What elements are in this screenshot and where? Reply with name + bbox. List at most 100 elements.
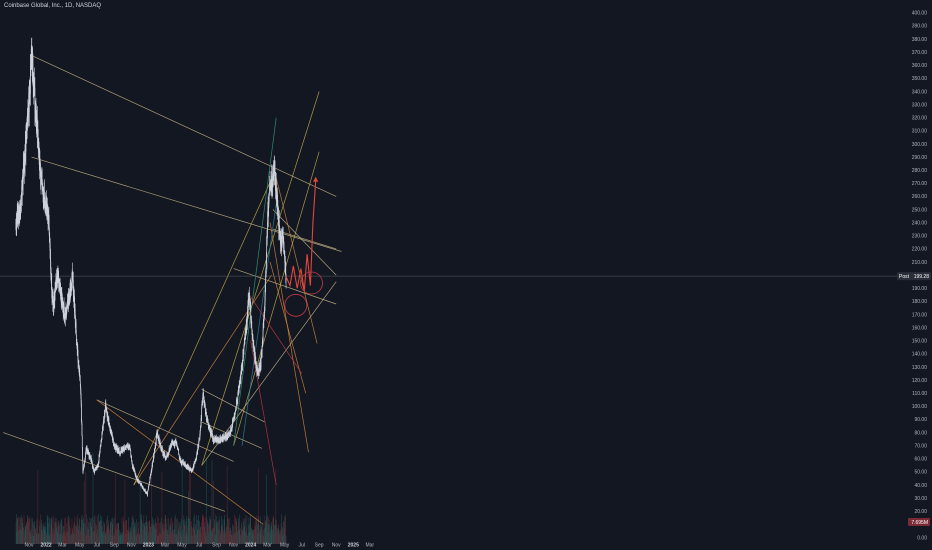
candle-body [193,462,195,467]
candle-body [208,426,210,430]
price-tick-label: 100.00 [912,404,928,410]
candle-body [212,434,213,440]
candle-body [48,220,50,234]
candle-body [32,57,34,83]
price-tick-label: 290.00 [912,155,928,161]
time-tick-label: Nov [25,543,34,549]
candle-body [244,336,246,344]
time-tick-label: Mar [161,543,170,549]
candle-body [195,459,197,460]
candle-body [90,457,92,462]
candle-body [180,459,182,462]
price-tick-label: 0.00 [917,535,927,541]
candle-body [104,413,105,419]
price-tick-label: 70.00 [914,444,927,450]
trendline [201,388,265,423]
annotation-circle [284,293,308,317]
price-tick-label: 140.00 [912,352,928,358]
candle-body [274,161,275,177]
candle-body [236,400,237,406]
last-price-label: Post [899,274,910,280]
candle-body [79,380,81,387]
trendline [269,261,307,394]
candle-body [104,410,106,414]
candle-body [195,459,197,462]
candle-body [251,328,253,331]
candle-body [201,407,203,418]
candle-body [239,383,241,388]
candle-body [266,236,268,260]
candle-body [241,363,243,372]
candle-body [262,329,264,341]
time-tick-label: May [177,543,187,549]
trendline [269,222,309,453]
candle-body [155,436,157,443]
candle-body [143,488,145,490]
time-tick-label: Sep [212,543,221,549]
candle-body [206,411,207,420]
candle-body [113,439,114,445]
price-tick-label: 160.00 [912,325,928,331]
price-tick-label: 260.00 [912,194,928,200]
candle-body [56,280,58,287]
candle-body [210,429,212,435]
time-tick-label: Jul [196,543,202,549]
trendline [273,170,318,344]
candle-body [159,441,161,443]
time-axis[interactable]: Nov 2022 Mar May Jul Sep Nov 2023 Mar May Jul Sep No… [25,543,375,549]
candle-body [82,459,84,473]
candle-body [80,390,82,395]
last-price-badge [897,272,931,281]
candle-body [98,461,99,465]
price-tick-label: 340.00 [912,89,928,95]
candle-body [134,473,136,475]
candle-body [139,481,140,482]
price-tick-label: 40.00 [914,483,927,489]
trendline [233,117,277,446]
candle-body [199,430,201,434]
candle-body [99,452,100,457]
candle-body [65,306,67,315]
candle-body [255,356,256,357]
price-axis[interactable]: 0.0010.0020.0030.0040.0050.0060.0070.008… [897,11,931,542]
candle-body [236,401,238,403]
candle-body [164,454,166,458]
candle-body [132,464,133,468]
candle-body [240,373,242,380]
price-tick-label: 250.00 [912,207,928,213]
candle-body [283,248,285,252]
candle-body [254,349,255,358]
candle-body [188,466,190,469]
candle-body [35,103,37,115]
candle-body [136,477,138,481]
candle-body [38,146,40,153]
time-tick-label: 2025 [348,543,359,549]
candle-body [268,193,270,197]
price-tick-label: 320.00 [912,116,928,122]
candle-body [148,484,150,486]
trendline [201,91,320,466]
time-tick-label: Nov [229,543,238,549]
price-tick-label: 150.00 [912,339,928,345]
candle-body [28,92,30,112]
candle-body [169,447,171,448]
candle-body [184,462,186,464]
candle-body [25,132,27,152]
candle-body [158,438,160,444]
candle-body [78,365,80,372]
candle-body [72,280,74,295]
candle-body [107,413,109,416]
candle-body [265,268,267,275]
candle-body [75,322,77,335]
trendline [133,274,272,486]
time-tick-label: May [75,543,85,549]
candle-body [154,449,156,452]
candle-body [198,440,200,444]
candle-body [44,208,46,211]
candle-body [249,295,250,302]
time-tick-label: Jul [94,543,100,549]
candle-body [178,450,180,455]
candle-body [84,456,86,460]
